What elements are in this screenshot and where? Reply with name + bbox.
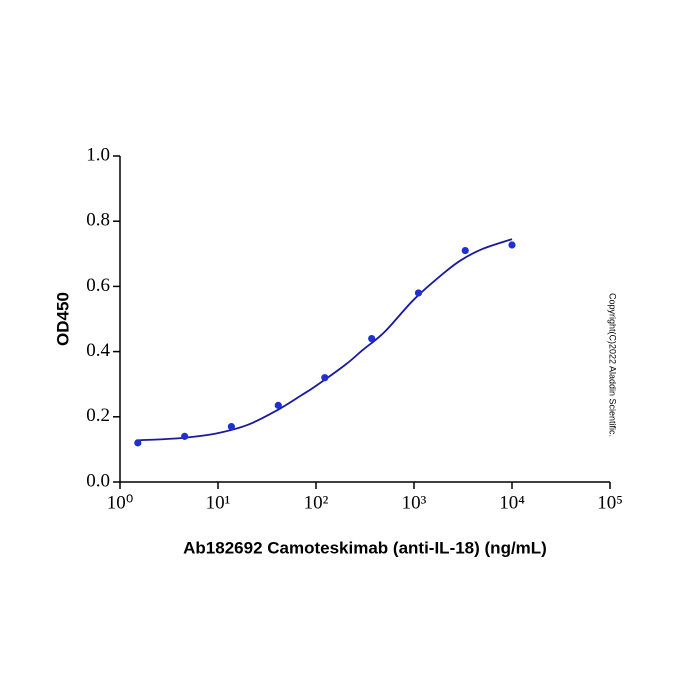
data-point xyxy=(134,439,142,447)
y-tick-label: 0.0 xyxy=(86,470,110,491)
y-tick-label: 0.2 xyxy=(86,405,110,426)
copyright: Copyright(C)2022 Aladdin Scientific. xyxy=(608,293,618,437)
fit-curve xyxy=(137,238,513,442)
data-point xyxy=(181,432,189,440)
data-point xyxy=(321,374,329,382)
data-point xyxy=(461,246,469,255)
x-tick-label: 10⁰ xyxy=(107,492,134,513)
data-point xyxy=(368,334,376,343)
data-point xyxy=(414,289,423,297)
x-tick-label: 10¹ xyxy=(206,492,231,513)
y-axis-title: OD450 xyxy=(53,292,72,346)
data-point xyxy=(508,241,516,249)
x-tick-label: 10³ xyxy=(402,492,427,513)
data-point xyxy=(227,422,235,431)
x-tick-label: 10⁴ xyxy=(499,492,525,513)
y-tick-label: 1.0 xyxy=(86,144,110,165)
x-tick-label: 10⁵ xyxy=(597,492,623,513)
x-tick-label: 10² xyxy=(304,492,329,513)
y-tick-label: 0.6 xyxy=(86,275,110,296)
y-tick-label: 0.4 xyxy=(86,340,110,361)
data-point xyxy=(274,401,282,409)
y-tick-label: 0.8 xyxy=(86,210,110,231)
x-axis-title: Ab182692 Camoteskimab (anti-IL-18) (ng/m… xyxy=(183,538,547,557)
